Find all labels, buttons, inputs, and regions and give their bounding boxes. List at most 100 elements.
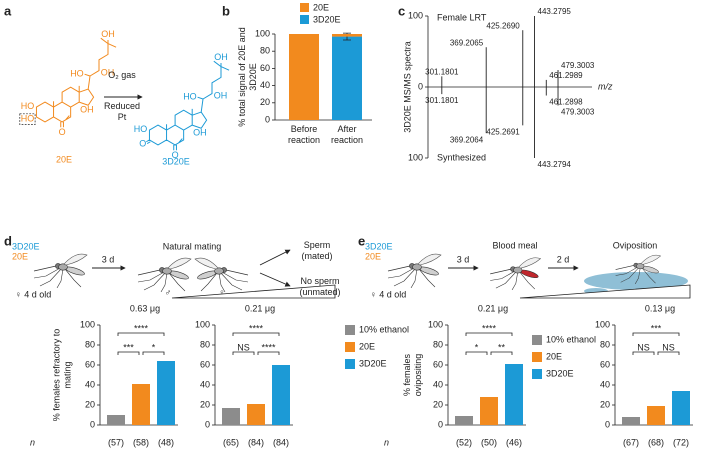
atom-label: OH: [214, 91, 228, 101]
peak-label: 443.2794: [538, 160, 572, 169]
n-label: (65): [223, 437, 239, 447]
n-axis-label: n: [384, 437, 389, 447]
y-tick-label: 100: [80, 319, 95, 329]
y-tick-label: 0: [605, 419, 610, 429]
legend-swatch: [300, 3, 309, 12]
bar: [272, 365, 290, 425]
legend-swatch: [345, 359, 355, 369]
y-tick-label: 0: [205, 419, 210, 429]
x-axis-label: m/z: [598, 81, 613, 91]
treatment-label: 3D20E: [365, 241, 393, 251]
bar: [480, 397, 498, 425]
peak-label: 443.2795: [538, 7, 572, 16]
peak-label: 301.1801: [425, 96, 459, 105]
y-tick-label: 40: [260, 80, 270, 90]
peak-label: 425.2691: [486, 127, 520, 136]
age-label: ♀ 4 d old: [15, 289, 51, 299]
panel-letter: d: [4, 233, 12, 248]
peak-label: 461.2898: [549, 98, 583, 107]
bar: [222, 408, 240, 425]
atom-label: O: [172, 150, 179, 160]
y-tick-label: 40: [85, 379, 95, 389]
y-tick-label: 40: [200, 379, 210, 389]
significance-bracket: [490, 351, 513, 355]
skeleton: [35, 37, 117, 128]
y-tick-label: 20: [200, 399, 210, 409]
bar: [247, 404, 265, 425]
atom-label: OH: [193, 128, 207, 138]
interval-label: 3 d: [102, 254, 115, 264]
significance-label: **: [498, 342, 506, 352]
n-label: (58): [133, 437, 149, 447]
legend-label: 10% ethanol: [546, 334, 596, 344]
significance-label: ***: [651, 323, 662, 333]
atom-label: OH: [101, 68, 115, 78]
n-label: (68): [648, 437, 664, 447]
bar-segment: [332, 36, 362, 120]
bar: [672, 391, 690, 425]
legend-label: 20E: [546, 351, 562, 361]
significance-bracket: [632, 351, 655, 355]
peak-label: 369.2065: [450, 38, 484, 47]
significance-bracket: [232, 351, 255, 355]
atom-label: HO: [70, 69, 84, 79]
legend-swatch: [345, 325, 355, 335]
reaction-condition: O₂ gas: [108, 70, 136, 80]
mosquito: [387, 253, 442, 288]
n-label: (50): [481, 437, 497, 447]
y-tick-label: 60: [433, 359, 443, 369]
atom-label: HO: [21, 114, 35, 124]
y-tick-label: 20: [85, 399, 95, 409]
atom-label: HO: [134, 124, 148, 134]
significance-label: ****: [249, 323, 264, 333]
atom-label: OH: [101, 29, 114, 39]
y-tick-label: 100: [408, 152, 423, 162]
reaction-condition: Reduced Pt: [103, 101, 141, 122]
sex-label: ♀: [219, 287, 226, 297]
group-title: 0.21 μg: [478, 303, 508, 313]
mosquito-fed: [489, 257, 541, 290]
n-label: (72): [673, 437, 689, 447]
peak-label: 479.3003: [561, 61, 595, 70]
x-tick-label: Before reaction: [287, 124, 321, 145]
y-tick-label: 60: [260, 63, 270, 73]
arrow: [259, 249, 291, 266]
mosquito: [33, 253, 88, 288]
outcome-label: Sperm (mated): [301, 240, 333, 261]
legend-label: 20E: [313, 2, 329, 12]
highlight-box: [19, 113, 36, 125]
y-tick-label: 80: [200, 339, 210, 349]
y-tick-label: 0: [265, 114, 270, 124]
legend-swatch: [300, 15, 309, 24]
bar-segment: [332, 34, 362, 37]
n-label: (46): [506, 437, 522, 447]
y-tick-label: 0: [90, 419, 95, 429]
x-tick-label: After reaction: [330, 124, 364, 145]
y-tick-label: 100: [195, 319, 210, 329]
significance-label: ****: [134, 323, 149, 333]
n-label: (84): [248, 437, 264, 447]
compound-label: 3D20E: [162, 156, 190, 166]
y-tick-label: 100: [408, 10, 423, 20]
bar: [647, 406, 665, 425]
treatment-label: 20E: [365, 251, 381, 261]
atom-label: O: [139, 138, 146, 148]
atom-label: O: [59, 127, 66, 137]
significance-bracket: [142, 351, 165, 355]
significance-bracket: [465, 332, 513, 336]
peak-label: 301.1801: [425, 67, 459, 76]
n-label: (48): [158, 437, 174, 447]
age-label: ♀ 4 d old: [370, 289, 406, 299]
significance-label: NS: [662, 342, 675, 352]
peak-label: 479.3003: [561, 108, 595, 117]
bar: [622, 417, 640, 425]
y-tick-label: 80: [85, 339, 95, 349]
y-axis-label: % females refractory to mating: [51, 328, 72, 422]
dose-wedge: [171, 284, 336, 299]
significance-label: ****: [261, 342, 276, 352]
bar: [132, 384, 150, 425]
legend-swatch: [532, 369, 542, 379]
legend-swatch: [345, 342, 355, 352]
n-label: (67): [623, 437, 639, 447]
